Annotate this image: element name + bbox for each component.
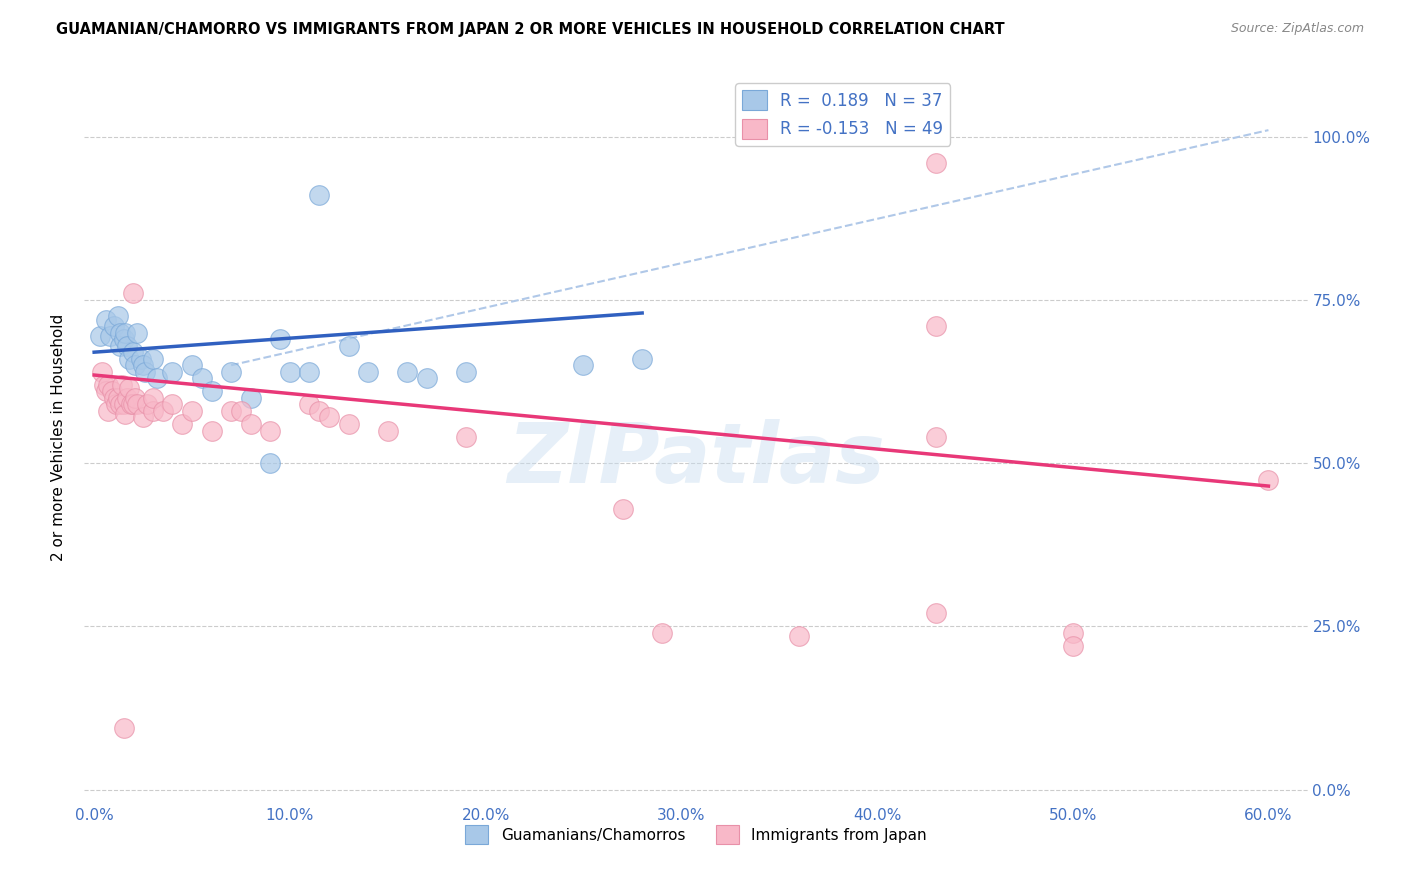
Point bbox=[298, 365, 321, 379]
Point bbox=[308, 188, 330, 202]
Point bbox=[162, 397, 184, 411]
Point bbox=[925, 319, 948, 334]
Point bbox=[97, 404, 120, 418]
Point bbox=[112, 397, 135, 411]
Point bbox=[94, 312, 117, 326]
Point bbox=[132, 410, 155, 425]
Point bbox=[278, 365, 301, 379]
Point bbox=[612, 502, 634, 516]
Point bbox=[100, 384, 122, 399]
Point bbox=[454, 430, 477, 444]
Point bbox=[103, 391, 125, 405]
Point bbox=[200, 384, 222, 399]
Point bbox=[925, 607, 948, 621]
Point bbox=[117, 338, 139, 352]
Point bbox=[181, 358, 204, 372]
Point bbox=[112, 332, 135, 346]
Point bbox=[124, 391, 146, 405]
Point bbox=[117, 391, 139, 405]
Point bbox=[337, 338, 360, 352]
Point bbox=[416, 371, 439, 385]
Text: GUAMANIAN/CHAMORRO VS IMMIGRANTS FROM JAPAN 2 OR MORE VEHICLES IN HOUSEHOLD CORR: GUAMANIAN/CHAMORRO VS IMMIGRANTS FROM JA… bbox=[56, 22, 1005, 37]
Point bbox=[308, 404, 330, 418]
Text: Source: ZipAtlas.com: Source: ZipAtlas.com bbox=[1230, 22, 1364, 36]
Point bbox=[108, 338, 131, 352]
Point bbox=[396, 365, 419, 379]
Point bbox=[162, 365, 184, 379]
Point bbox=[1062, 626, 1084, 640]
Point bbox=[337, 417, 360, 431]
Point bbox=[787, 629, 810, 643]
Point bbox=[98, 329, 121, 343]
Point bbox=[572, 358, 595, 372]
Point bbox=[122, 345, 145, 359]
Y-axis label: 2 or more Vehicles in Household: 2 or more Vehicles in Household bbox=[51, 313, 66, 561]
Point bbox=[318, 410, 340, 425]
Point bbox=[631, 351, 654, 366]
Point bbox=[651, 626, 673, 640]
Point bbox=[108, 326, 131, 340]
Point bbox=[229, 404, 252, 418]
Point bbox=[97, 377, 120, 392]
Legend: Guamanians/Chamorros, Immigrants from Japan: Guamanians/Chamorros, Immigrants from Ja… bbox=[460, 819, 932, 850]
Point bbox=[129, 351, 152, 366]
Point bbox=[107, 391, 129, 405]
Point bbox=[1062, 639, 1084, 653]
Point bbox=[239, 417, 262, 431]
Point bbox=[925, 155, 948, 169]
Point bbox=[134, 365, 156, 379]
Point bbox=[298, 397, 321, 411]
Point bbox=[454, 365, 477, 379]
Point bbox=[122, 397, 145, 411]
Point bbox=[357, 365, 380, 379]
Point bbox=[127, 397, 149, 411]
Point bbox=[259, 424, 281, 438]
Point bbox=[219, 404, 242, 418]
Point bbox=[377, 424, 399, 438]
Point bbox=[269, 332, 291, 346]
Point bbox=[127, 326, 149, 340]
Point bbox=[114, 326, 136, 340]
Point bbox=[93, 377, 115, 392]
Point bbox=[120, 397, 142, 411]
Point bbox=[136, 397, 159, 411]
Point bbox=[108, 397, 131, 411]
Point bbox=[124, 358, 146, 372]
Point bbox=[142, 351, 165, 366]
Text: ZIPatlas: ZIPatlas bbox=[508, 418, 884, 500]
Point bbox=[142, 391, 165, 405]
Point bbox=[118, 381, 141, 395]
Point bbox=[925, 430, 948, 444]
Point bbox=[114, 407, 136, 421]
Point bbox=[112, 721, 135, 735]
Point bbox=[110, 377, 132, 392]
Point bbox=[259, 456, 281, 470]
Point bbox=[1257, 473, 1279, 487]
Point bbox=[181, 404, 204, 418]
Point bbox=[146, 371, 169, 385]
Point bbox=[172, 417, 194, 431]
Point bbox=[200, 424, 222, 438]
Point bbox=[118, 351, 141, 366]
Point bbox=[91, 365, 114, 379]
Point bbox=[132, 358, 155, 372]
Point bbox=[107, 310, 129, 324]
Point bbox=[103, 319, 125, 334]
Point bbox=[89, 329, 111, 343]
Point bbox=[94, 384, 117, 399]
Point bbox=[239, 391, 262, 405]
Point bbox=[122, 286, 145, 301]
Point bbox=[104, 397, 127, 411]
Point bbox=[142, 404, 165, 418]
Point bbox=[219, 365, 242, 379]
Point bbox=[191, 371, 214, 385]
Point bbox=[152, 404, 174, 418]
